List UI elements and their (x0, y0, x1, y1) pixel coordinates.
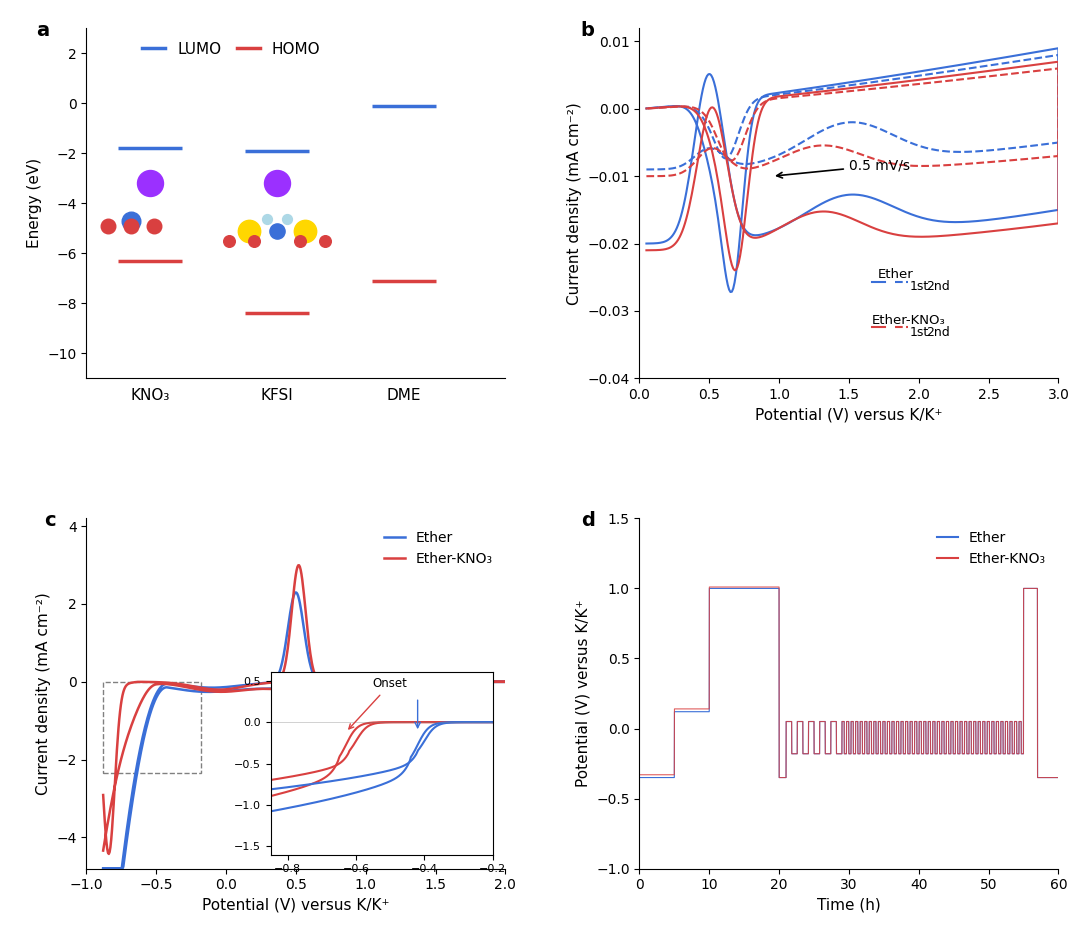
Y-axis label: Potential (V) versus K/K⁺: Potential (V) versus K/K⁺ (576, 600, 591, 787)
Y-axis label: Current density (mA cm⁻²): Current density (mA cm⁻²) (567, 102, 582, 304)
Point (291, 234, 308, 248)
Point (141, 176, 159, 191)
Text: 2nd: 2nd (927, 280, 950, 293)
X-axis label: Potential (V) versus K/K⁺: Potential (V) versus K/K⁺ (202, 898, 390, 913)
Point (268, 223, 285, 238)
Legend: Ether, Ether-KNO₃: Ether, Ether-KNO₃ (931, 525, 1052, 572)
Legend: LUMO, HOMO: LUMO, HOMO (136, 35, 326, 63)
Point (99, 219, 117, 234)
X-axis label: Potential (V) versus K/K⁺: Potential (V) versus K/K⁺ (755, 407, 943, 422)
Point (296, 223, 313, 238)
Point (258, 212, 275, 227)
Text: 0.5 mV/s: 0.5 mV/s (777, 159, 910, 178)
X-axis label: Time (h): Time (h) (818, 898, 881, 913)
Legend: Ether, Ether-KNO₃: Ether, Ether-KNO₃ (378, 525, 499, 572)
Point (268, 176, 285, 191)
Text: 2nd: 2nd (927, 326, 950, 338)
Text: d: d (581, 512, 595, 531)
Point (279, 212, 296, 227)
Text: b: b (581, 21, 595, 40)
Text: a: a (36, 21, 50, 40)
Text: 1st: 1st (909, 280, 929, 293)
Text: 1st: 1st (909, 326, 929, 338)
Y-axis label: Current density (mA cm⁻²): Current density (mA cm⁻²) (36, 592, 51, 795)
Point (245, 234, 262, 248)
Point (220, 234, 238, 248)
Text: Ether-KNO₃: Ether-KNO₃ (872, 314, 946, 327)
Point (240, 223, 257, 238)
Point (145, 219, 162, 234)
Text: c: c (44, 512, 56, 531)
Y-axis label: Energy (eV): Energy (eV) (27, 158, 42, 248)
Point (122, 213, 139, 228)
Point (316, 234, 334, 248)
Point (122, 219, 139, 234)
Text: Ether: Ether (878, 268, 914, 281)
